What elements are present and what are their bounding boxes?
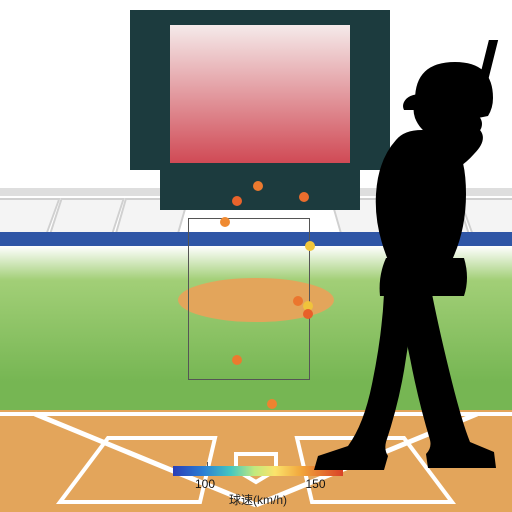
speed-legend-title: 球速(km/h) (173, 491, 343, 508)
pitch-point (253, 181, 263, 191)
batter-silhouette (300, 40, 512, 470)
legend-tick (207, 462, 209, 466)
strike-zone (188, 218, 310, 380)
pitch-point (267, 399, 277, 409)
pitch-point (232, 196, 242, 206)
pitch-point (232, 355, 242, 365)
legend-tick-label: 150 (306, 477, 326, 491)
pitch-point (220, 217, 230, 227)
legend-tick-label: 100 (195, 477, 215, 491)
